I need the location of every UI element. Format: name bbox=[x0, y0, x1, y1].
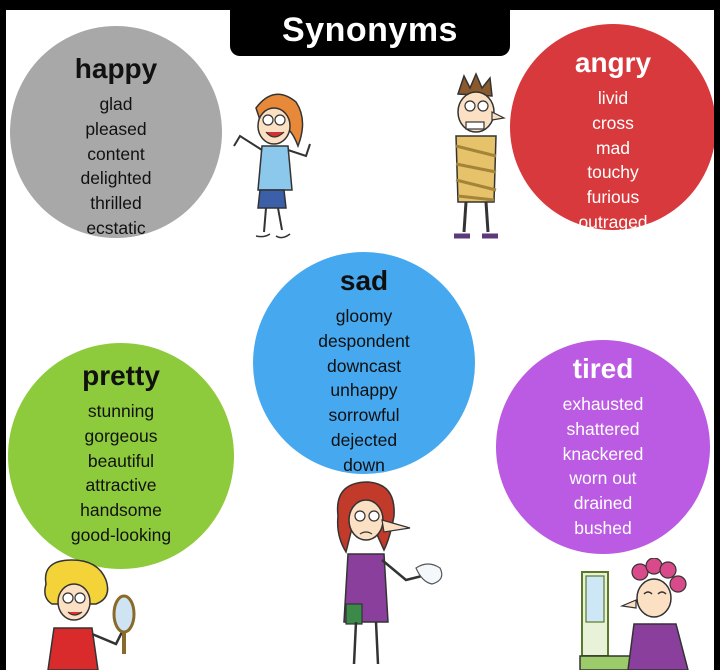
woman-in-curlers-illustration bbox=[579, 558, 689, 670]
word-item: downcast bbox=[327, 355, 401, 376]
heading-tired: tired bbox=[572, 353, 634, 384]
circle-tired: tired exhausted shattered knackered worn… bbox=[496, 340, 710, 554]
word-item: beautiful bbox=[87, 450, 155, 471]
circle-angry: angry livid cross mad touchy furious out… bbox=[510, 24, 714, 232]
word-list-happy: glad pleased content delighted thrilled … bbox=[80, 92, 151, 241]
word-item: outraged bbox=[578, 211, 648, 232]
synonyms-poster: Synonyms happy glad pleased content deli… bbox=[6, 10, 714, 670]
word-item: delighted bbox=[80, 168, 152, 189]
poster-title: Synonyms bbox=[230, 10, 510, 56]
woman-with-mirror-illustration bbox=[44, 559, 136, 670]
circle-happy: happy glad pleased content delighted thr… bbox=[10, 26, 222, 238]
word-item: content bbox=[87, 143, 145, 164]
word-item: worn out bbox=[569, 468, 637, 489]
word-list-sad: gloomy despondent downcast unhappy sorro… bbox=[318, 304, 409, 478]
word-item: gloomy bbox=[335, 306, 393, 326]
word-item: ecstatic bbox=[86, 217, 146, 238]
word-item: furious bbox=[586, 187, 640, 208]
word-item: livid bbox=[597, 88, 629, 108]
word-item: cross bbox=[592, 112, 634, 133]
word-item: exhausted bbox=[562, 394, 644, 414]
taped-angry-man-illustration bbox=[454, 72, 506, 239]
word-item: mad bbox=[595, 137, 631, 158]
circle-pretty: pretty stunning gorgeous beautiful attra… bbox=[8, 343, 234, 569]
word-item: dejected bbox=[330, 429, 398, 450]
heading-angry: angry bbox=[574, 47, 652, 78]
word-item: handsome bbox=[80, 500, 162, 521]
word-item: knackered bbox=[562, 443, 644, 464]
word-item: unhappy bbox=[330, 380, 398, 401]
jumping-woman-illustration bbox=[233, 93, 311, 239]
crying-woman-illustration bbox=[336, 481, 443, 665]
word-item: pleased bbox=[85, 118, 147, 139]
word-item: down bbox=[343, 454, 385, 475]
word-item: despondent bbox=[318, 330, 410, 351]
word-item: bushed bbox=[574, 517, 632, 538]
word-item: glad bbox=[99, 94, 133, 114]
heading-happy: happy bbox=[74, 53, 158, 84]
word-item: sorrowful bbox=[328, 405, 400, 426]
word-item: thrilled bbox=[90, 193, 142, 214]
word-item: shattered bbox=[566, 418, 640, 439]
heading-sad: sad bbox=[339, 265, 389, 296]
circle-sad: sad gloomy despondent downcast unhappy s… bbox=[253, 252, 475, 475]
word-list-pretty: stunning gorgeous beautiful attractive h… bbox=[71, 399, 171, 548]
word-list-tired: exhausted shattered knackered worn out d… bbox=[563, 392, 644, 541]
word-item: touchy bbox=[587, 162, 639, 183]
word-item: attractive bbox=[85, 475, 157, 496]
word-item: drained bbox=[573, 493, 633, 514]
heading-pretty: pretty bbox=[82, 360, 160, 391]
word-item: gorgeous bbox=[84, 425, 158, 446]
word-item: stunning bbox=[87, 401, 155, 421]
word-item: good-looking bbox=[70, 524, 172, 545]
word-list-angry: livid cross mad touchy furious outraged bbox=[578, 86, 647, 235]
